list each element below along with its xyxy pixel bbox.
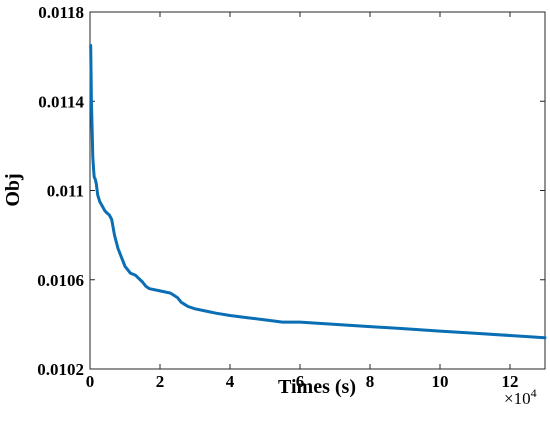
- plot-area: [89, 11, 546, 370]
- x-tick-label: 6: [296, 372, 305, 391]
- x-tick-label: 4: [226, 372, 235, 391]
- x-tick-label: 8: [366, 372, 375, 391]
- y-tick-label: 0.0102: [37, 360, 84, 379]
- series-line: [89, 44, 547, 340]
- y-axis-label: Obj: [2, 173, 24, 206]
- x-tick-label: 10: [432, 372, 449, 391]
- y-tick-label: 0.0118: [38, 3, 84, 22]
- x-tick-label: 0: [86, 372, 95, 391]
- x-tick-label: 2: [156, 372, 165, 391]
- x-tick-label: 12: [502, 372, 519, 391]
- y-tick-label: 0.011: [47, 182, 84, 201]
- y-tick-label: 0.0106: [37, 271, 84, 290]
- x-axis-multiplier: ×104: [504, 386, 537, 408]
- x-axis-label: Times (s): [278, 376, 356, 398]
- y-axis: 0.0102 0.0106 0.011 0.0114 0.0118: [37, 3, 545, 379]
- x-axis: 0 2 4 6 8 10 12: [86, 12, 519, 391]
- y-tick-label: 0.0114: [38, 92, 84, 111]
